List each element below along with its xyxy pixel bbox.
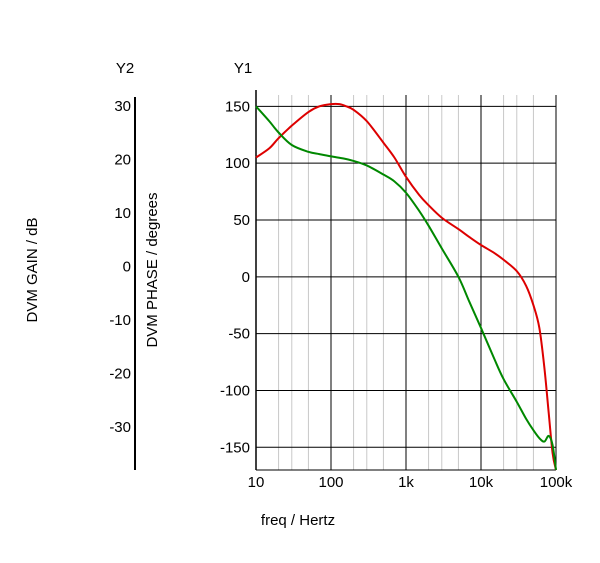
y2-tick-label: -30 <box>109 419 131 436</box>
y1-tick-label: 100 <box>225 155 250 172</box>
series-line-2 <box>255 105 557 471</box>
x-tick-label: 10k <box>469 474 494 491</box>
x-tick-labels: 10 100 1k 10k 100k <box>248 474 573 491</box>
x-axis-label: freq / Hertz <box>261 512 335 529</box>
phase-axis-label: DVM PHASE / degrees <box>144 192 161 347</box>
y2-tick-label: 10 <box>114 205 131 222</box>
y2-header: Y2 <box>116 60 134 77</box>
series-layer <box>255 102 557 471</box>
y1-tick-label: -100 <box>220 382 250 399</box>
y2-tick-label: 20 <box>114 152 131 169</box>
y1-tick-label: 150 <box>225 98 250 115</box>
y1-tick-label: -50 <box>228 326 250 343</box>
x-tick-label: 100k <box>540 474 573 491</box>
x-tick-label: 100 <box>318 474 343 491</box>
y2-tick-label: -10 <box>109 312 131 329</box>
grid <box>255 95 557 470</box>
series-line-1 <box>255 102 557 471</box>
gain-axis-label: DVM GAIN / dB <box>24 217 41 322</box>
y2-tick-label: -20 <box>109 366 131 383</box>
y2-tick-label: 30 <box>114 98 131 115</box>
y1-tick-label: 50 <box>233 212 250 229</box>
y2-tick-label: 0 <box>123 259 131 276</box>
x-tick-label: 1k <box>398 474 414 491</box>
x-tick-label: 10 <box>248 474 265 491</box>
y1-header: Y1 <box>234 60 252 77</box>
y1-tick-label: -150 <box>220 439 250 456</box>
y2-axis: 30 20 10 0 -10 -20 -30 <box>109 97 136 470</box>
y1-tick-label: 0 <box>242 269 250 286</box>
y1-tick-labels: 150 100 50 0 -50 -100 -150 <box>220 98 250 456</box>
plot-frame <box>255 90 556 471</box>
